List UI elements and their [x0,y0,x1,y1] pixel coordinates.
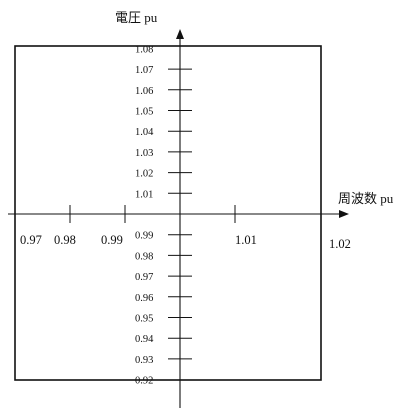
x-tick-label: 0.97 [20,233,42,247]
y-tick-label: 0.95 [135,314,153,325]
y-tick-label: 0.97 [135,272,153,283]
y-tick-label: 0.96 [135,293,153,304]
y-axis-title: 電圧 pu [115,10,158,25]
y-tick-label: 0.94 [135,334,154,345]
x-tick-label: 0.99 [101,233,123,247]
y-tick-label: 1.06 [135,86,153,97]
y-tick-label: 0.92 [135,376,153,387]
y-tick-label: 1.02 [135,169,153,180]
x-axis-ticks: 0.97 0.98 0.99 1.01 1.02 [20,205,351,251]
x-tick-label: 0.98 [54,233,76,247]
y-tick-label: 1.05 [135,107,153,118]
x-axis-title: 周波数 pu [338,191,394,206]
y-tick-label: 0.99 [135,231,153,242]
y-axis-ticks: 1.08 1.07 1.06 1.05 1.04 1.03 1.02 1.01 0.99 0.98… [135,44,192,387]
y-tick-label: 1.03 [135,148,153,159]
y-tick-label: 1.08 [135,44,153,55]
x-tick-label: 1.02 [329,237,351,251]
y-tick-label: 0.93 [135,355,153,366]
operating-region-box [14,45,322,381]
y-tick-label: 1.07 [135,65,153,76]
y-tick-label: 0.98 [135,251,153,262]
x-tick-label: 1.01 [235,233,257,247]
y-tick-label: 1.04 [135,127,154,138]
y-tick-label: 1.01 [135,189,153,200]
